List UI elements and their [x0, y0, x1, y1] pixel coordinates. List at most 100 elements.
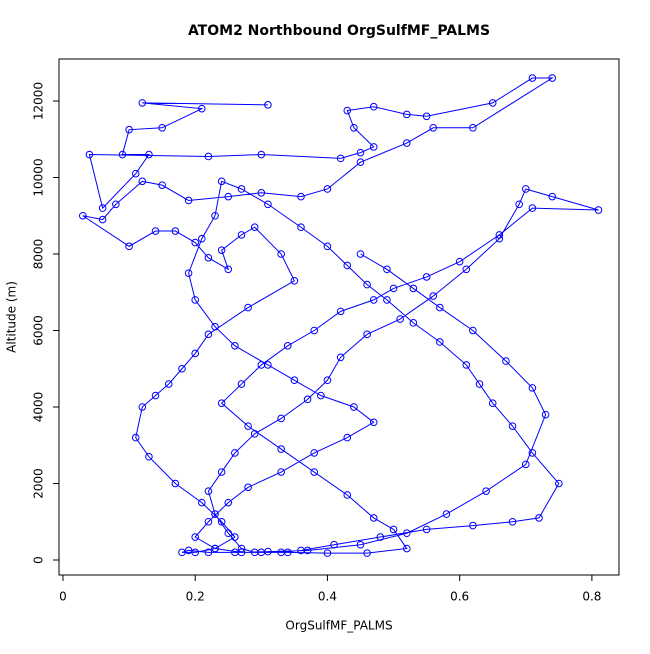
- y-tick-label: 6000: [32, 315, 46, 346]
- data-point: [402, 139, 411, 147]
- data-point: [151, 227, 160, 235]
- data-point: [528, 384, 537, 392]
- data-point: [462, 265, 471, 274]
- data-point: [204, 517, 213, 526]
- data-point: [402, 529, 411, 538]
- data-point: [264, 547, 272, 556]
- data-point: [528, 449, 537, 457]
- data-point: [204, 330, 213, 339]
- data-point: [436, 303, 444, 312]
- data-point: [310, 326, 319, 335]
- data-point: [264, 361, 272, 369]
- data-point: [594, 206, 603, 214]
- data-point: [383, 296, 391, 304]
- data-point: [535, 514, 543, 522]
- data-point: [323, 549, 332, 557]
- chart-title: ATOM2 Northbound OrgSulfMF_PALMS: [188, 23, 490, 39]
- data-point: [198, 234, 206, 243]
- data-point: [250, 548, 259, 557]
- data-point: [488, 399, 497, 407]
- data-point: [369, 514, 378, 522]
- data-point: [250, 223, 259, 232]
- data-point: [515, 200, 523, 209]
- data-point: [343, 433, 352, 442]
- data-point: [191, 238, 199, 247]
- data-point: [125, 242, 133, 251]
- y-tick-label: 0: [32, 556, 46, 564]
- data-point: [343, 106, 352, 115]
- data-point: [455, 257, 464, 266]
- data-point: [389, 284, 398, 293]
- x-tick-label: 0.4: [318, 590, 337, 604]
- data-point: [237, 231, 246, 239]
- y-tick-label: 12000: [32, 82, 46, 120]
- data-point: [548, 74, 557, 82]
- data-point: [350, 123, 358, 132]
- data-point: [158, 181, 166, 189]
- data-point: [79, 211, 87, 220]
- data-point: [184, 269, 193, 277]
- data-point: [85, 150, 94, 159]
- data-point: [112, 200, 120, 209]
- data-point: [257, 150, 266, 159]
- data-point: [343, 491, 352, 499]
- data-point: [224, 498, 233, 507]
- data-point: [250, 429, 259, 438]
- data-point: [482, 487, 490, 495]
- data-point: [429, 123, 438, 132]
- data-point: [323, 185, 332, 193]
- data-point: [118, 150, 127, 159]
- data-point: [171, 227, 180, 235]
- data-point: [211, 211, 219, 220]
- data-point: [237, 548, 246, 557]
- data-point: [409, 284, 418, 293]
- data-point: [217, 468, 226, 476]
- data-point: [264, 200, 272, 209]
- data-point: [138, 99, 147, 107]
- data-point: [356, 540, 365, 549]
- data-point: [389, 525, 398, 534]
- data-point: [204, 548, 213, 557]
- data-point: [436, 338, 444, 346]
- data-point: [171, 479, 180, 488]
- data-point: [402, 110, 411, 119]
- data-point: [330, 540, 338, 549]
- data-point: [131, 169, 140, 178]
- data-point: [442, 510, 451, 518]
- data-point: [204, 254, 213, 262]
- data-point: [204, 152, 213, 161]
- x-axis-label: OrgSulfMF_PALMS: [285, 619, 392, 633]
- data-point: [164, 380, 173, 388]
- data-point: [264, 101, 272, 109]
- data-point: [356, 148, 365, 157]
- data-point: [508, 517, 517, 526]
- y-tick-label: 10000: [32, 158, 46, 196]
- data-point: [217, 399, 226, 407]
- data-point: [521, 185, 530, 193]
- data-point: [231, 533, 239, 541]
- data-point: [277, 414, 285, 423]
- data-point: [495, 234, 504, 243]
- data-point: [363, 549, 371, 557]
- data-point: [198, 104, 206, 113]
- data-point: [323, 242, 332, 251]
- data-point: [541, 410, 550, 419]
- data-point: [422, 112, 431, 121]
- data-point: [469, 521, 477, 530]
- data-point: [343, 261, 352, 270]
- data-point: [277, 548, 285, 557]
- data-point: [297, 192, 305, 201]
- data-point: [224, 529, 233, 538]
- data-point: [237, 380, 246, 388]
- data-point: [145, 150, 153, 159]
- data-point: [277, 468, 285, 476]
- data-point: [383, 265, 391, 274]
- data-point: [178, 364, 186, 373]
- data-point: [151, 391, 160, 400]
- data-point: [422, 273, 431, 281]
- data-point: [184, 196, 193, 205]
- data-point: [211, 322, 219, 331]
- data-point: [402, 544, 411, 553]
- data-point: [283, 342, 292, 350]
